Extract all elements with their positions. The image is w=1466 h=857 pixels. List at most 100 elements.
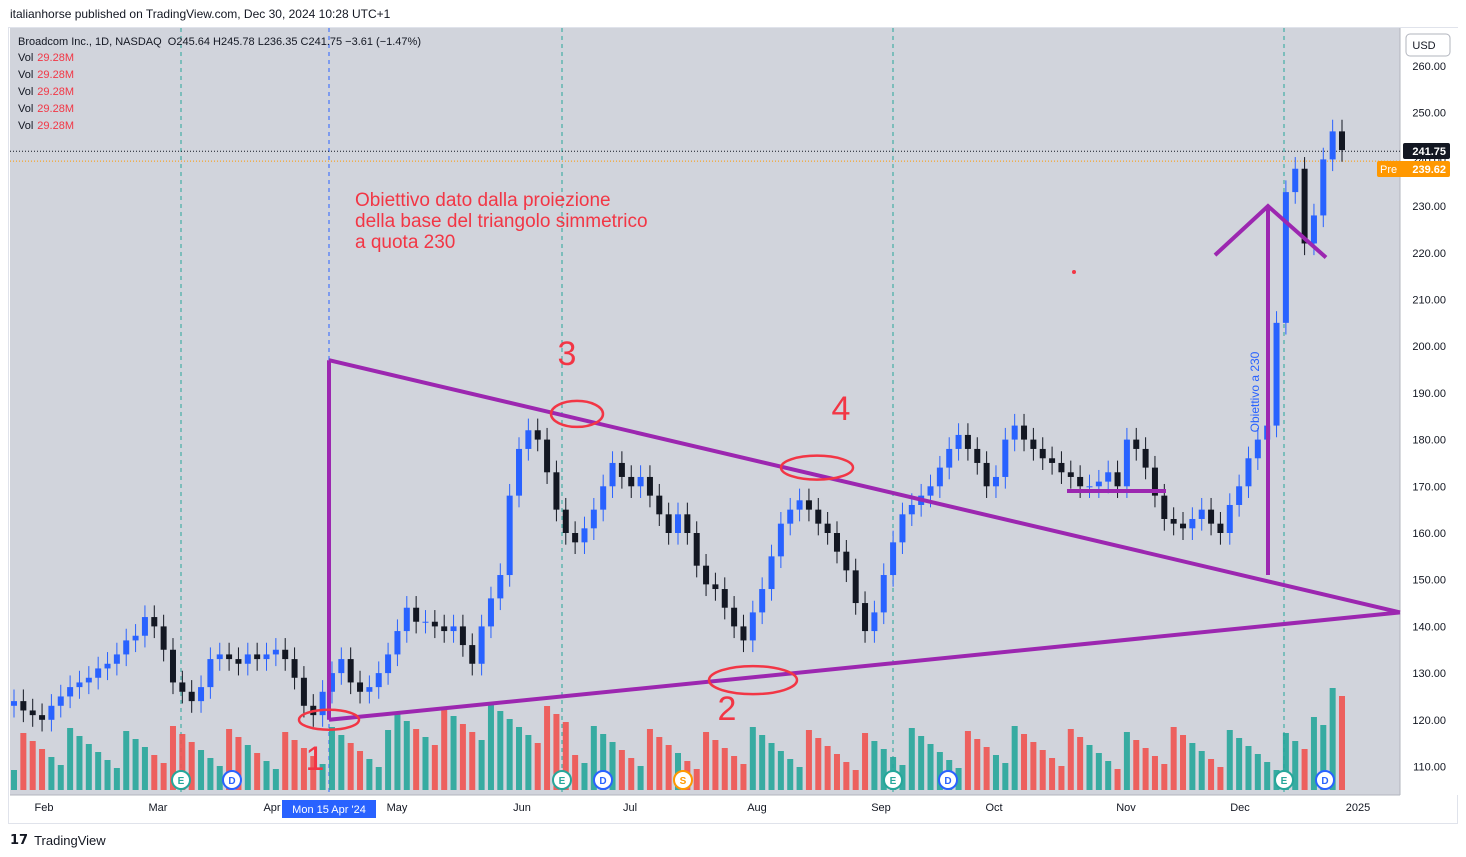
- volume-bar: [207, 758, 214, 790]
- event-marker-label: D: [228, 776, 235, 787]
- annotation-number: 1: [306, 740, 325, 778]
- candle-body: [132, 635, 139, 641]
- symbol-name[interactable]: Broadcom Inc., 1D, NASDAQ: [18, 36, 162, 48]
- footer: 𝟭𝟳 TradingView: [10, 832, 106, 848]
- candle-body: [151, 617, 158, 627]
- candle-body: [1030, 439, 1037, 449]
- volume-bar: [871, 741, 878, 790]
- candle-body: [198, 687, 205, 702]
- candle-body: [459, 626, 466, 646]
- volume-bar: [1142, 748, 1149, 790]
- candle-body: [749, 612, 756, 641]
- candle-body: [179, 682, 186, 692]
- volume-bar: [487, 703, 494, 790]
- event-marker-icon: [1274, 770, 1294, 790]
- candle-body: [1320, 159, 1327, 216]
- volume-bar: [357, 751, 364, 790]
- event-marker-label: D: [944, 776, 951, 787]
- volume-bar: [1264, 762, 1271, 790]
- volume-bar: [1021, 734, 1028, 790]
- candle-body: [721, 589, 728, 608]
- event-marker-label: E: [178, 776, 185, 787]
- candle-body: [1292, 168, 1299, 193]
- triangle-upper-line: [328, 358, 1401, 615]
- pre-price-label: 239.62: [1412, 164, 1446, 176]
- candle-body: [385, 654, 392, 674]
- candle-body: [141, 617, 148, 636]
- x-tick-label: 2025: [1346, 802, 1370, 814]
- volume-bar: [731, 756, 738, 790]
- candle-body: [562, 509, 569, 533]
- tradingview-logo-icon: 𝟭𝟳: [10, 832, 29, 847]
- volume-bar: [141, 747, 148, 790]
- candle-body: [824, 523, 831, 533]
- candle-body: [1301, 168, 1308, 244]
- volume-bar: [1236, 738, 1243, 790]
- candle-body: [899, 514, 906, 543]
- candle-body: [974, 448, 981, 463]
- candle-body: [263, 654, 270, 660]
- candle-body: [777, 523, 784, 557]
- volume-bar: [1011, 726, 1018, 790]
- candle-body: [57, 696, 64, 706]
- crosshair-date-badge: [282, 800, 376, 818]
- volume-bar: [85, 744, 92, 790]
- candle-body: [441, 626, 448, 632]
- candle-body: [740, 626, 747, 641]
- candle-body: [646, 476, 653, 496]
- volume-bar: [132, 739, 139, 790]
- candle-body: [628, 476, 635, 487]
- annotation-number: 4: [832, 390, 851, 428]
- candle-body: [1282, 192, 1289, 323]
- volume-value: 29.28M: [37, 86, 74, 98]
- candle-body: [375, 673, 382, 688]
- publisher-line: italianhorse published on TradingView.co…: [10, 7, 391, 21]
- candle-body: [1217, 523, 1224, 533]
- x-tick-label: Aug: [747, 802, 767, 814]
- volume-bar: [263, 761, 270, 790]
- volume-bar: [151, 755, 158, 790]
- candle-body: [487, 598, 494, 627]
- candle-body: [534, 430, 541, 440]
- candle-body: [431, 621, 438, 627]
- volume-bar: [1077, 737, 1084, 790]
- volume-bar: [1282, 733, 1289, 790]
- y-tick-label: 210.00: [1412, 295, 1446, 307]
- candle-body: [1180, 523, 1187, 529]
- volume-bar: [1039, 750, 1046, 790]
- candle-body: [1114, 472, 1121, 487]
- candle-body: [95, 668, 102, 678]
- time-axis-background: [10, 795, 1400, 823]
- volume-bar: [1217, 767, 1224, 790]
- currency-button: [1405, 33, 1451, 57]
- candle-body: [703, 565, 710, 585]
- candle-body: [319, 691, 326, 716]
- event-marker-icon: [222, 770, 242, 790]
- candle-body: [871, 612, 878, 632]
- candle-body: [1245, 458, 1252, 487]
- symbol-legend: Broadcom Inc., 1D, NASDAQ O245.64 H245.7…: [18, 36, 421, 48]
- candle-body: [272, 649, 279, 655]
- volume-bar: [609, 742, 616, 790]
- volume-bar: [179, 734, 186, 790]
- candle-body: [357, 682, 364, 692]
- footer-brand[interactable]: TradingView: [34, 832, 106, 848]
- candle-body: [1208, 509, 1215, 524]
- candle-body: [123, 640, 130, 655]
- candle-body: [207, 659, 214, 688]
- candle-body: [506, 495, 513, 576]
- candle-body: [852, 570, 859, 604]
- candle-body: [1002, 439, 1009, 477]
- candle-body: [862, 603, 869, 632]
- candle-body: [450, 626, 457, 632]
- volume-bar: [637, 766, 644, 790]
- volume-bar: [880, 749, 887, 790]
- volume-bar: [796, 767, 803, 790]
- candle-body: [955, 434, 962, 449]
- volume-bar: [1086, 745, 1093, 790]
- candle-body: [1011, 425, 1018, 440]
- candle-body: [983, 462, 990, 487]
- target-arrow-head: [1213, 203, 1328, 259]
- volume-bar: [862, 733, 869, 790]
